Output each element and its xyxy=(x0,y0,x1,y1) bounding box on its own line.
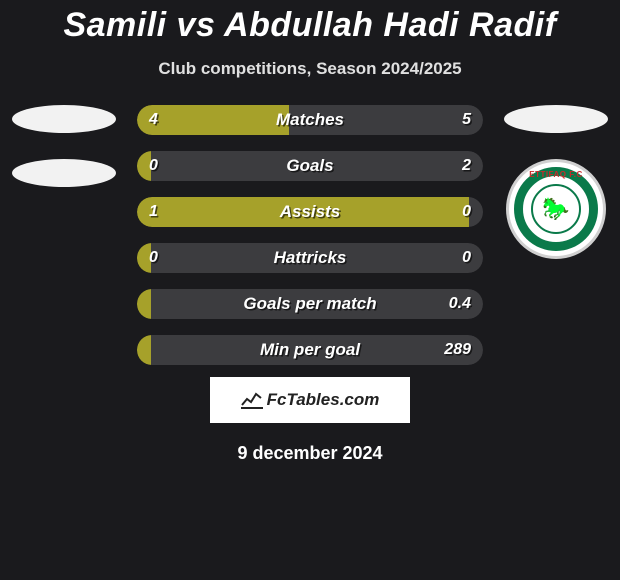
stat-label: Min per goal xyxy=(137,335,483,365)
brand-badge: FcTables.com xyxy=(210,377,410,423)
stat-label: Goals per match xyxy=(137,289,483,319)
left-player-logos xyxy=(8,105,120,213)
stat-bars: Matches45Goals02Assists10Hattricks00Goal… xyxy=(137,105,483,381)
stat-value-right: 0 xyxy=(462,197,471,227)
stat-label: Matches xyxy=(137,105,483,135)
ettifaq-badge: ETTIFAQ F.C 🐎 xyxy=(506,159,606,259)
stat-value-right: 5 xyxy=(462,105,471,135)
stat-row: Hattricks0 0 xyxy=(137,243,483,273)
brand-text: FcTables.com xyxy=(267,390,380,410)
page-title: Samili vs Abdullah Hadi Radif xyxy=(0,0,620,45)
stat-row: Goals per match0.4 xyxy=(137,289,483,319)
footer-date: 9 december 2024 xyxy=(0,443,620,464)
badge-text: ETTIFAQ F.C xyxy=(509,170,603,179)
stat-value-left: 4 xyxy=(149,105,158,135)
club-logo-placeholder xyxy=(12,159,116,187)
club-logo-placeholder xyxy=(12,105,116,133)
badge-inner: 🐎 xyxy=(531,184,581,234)
stat-value-left: 0 xyxy=(149,243,158,273)
page-subtitle: Club competitions, Season 2024/2025 xyxy=(0,59,620,79)
stat-row: Min per goal289 xyxy=(137,335,483,365)
stats-area: ETTIFAQ F.C 🐎 Matches45Goals02Assists10H… xyxy=(0,105,620,375)
brand-chart-icon xyxy=(241,391,263,409)
stat-label: Hattricks xyxy=(137,243,483,273)
stat-label: Assists xyxy=(137,197,483,227)
stat-value-left: 1 xyxy=(149,197,158,227)
stat-value-left: 0 xyxy=(149,151,158,181)
stat-value-right: 289 xyxy=(444,335,471,365)
stat-value-right: 0 xyxy=(462,243,471,273)
club-logo-placeholder xyxy=(504,105,608,133)
stat-label: Goals xyxy=(137,151,483,181)
stat-row: Assists1 0 xyxy=(137,197,483,227)
right-player-logos: ETTIFAQ F.C 🐎 xyxy=(500,105,612,275)
stat-row: Goals0 2 xyxy=(137,151,483,181)
horse-icon: 🐎 xyxy=(542,198,569,220)
stat-row: Matches4 5 xyxy=(137,105,483,135)
stat-value-right: 0.4 xyxy=(449,289,471,319)
stat-value-right: 2 xyxy=(462,151,471,181)
